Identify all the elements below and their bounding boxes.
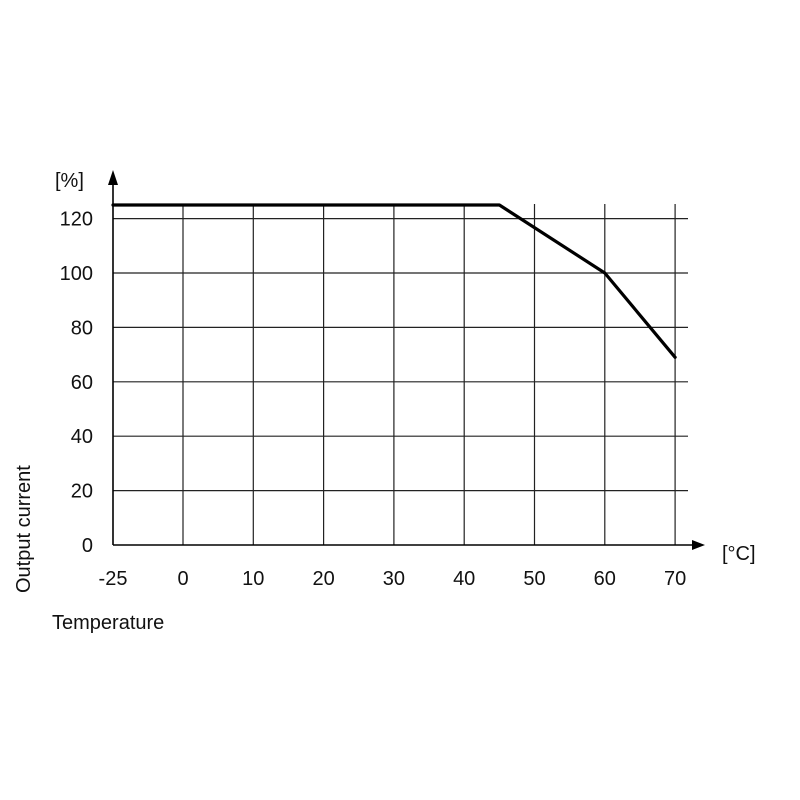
- axes: [108, 170, 705, 550]
- y-tick-label: 20: [71, 481, 93, 503]
- y-tick-label: 100: [60, 263, 93, 285]
- x-axis-arrow-icon: [692, 540, 705, 550]
- x-tick-label: 10: [242, 568, 264, 590]
- y-tick-label: 120: [60, 209, 93, 231]
- y-tick-label: 40: [71, 426, 93, 448]
- series-line: [111, 203, 677, 359]
- x-unit-label: [°C]: [722, 543, 756, 565]
- tick-labels: 0 20 40 60 80 100 120 -25 0 10 20 30 40 50 60 70: [60, 209, 687, 590]
- y-unit-label: [%]: [55, 170, 84, 192]
- y-tick-label: 60: [71, 372, 93, 394]
- y-tick-label: 0: [82, 535, 93, 557]
- series: [111, 203, 677, 359]
- y-axis-title: Output current: [13, 465, 35, 593]
- x-tick-label: 20: [312, 568, 334, 590]
- x-tick-label: -25: [99, 568, 128, 590]
- x-tick-label: 70: [664, 568, 686, 590]
- x-tick-label: 30: [383, 568, 405, 590]
- x-tick-label: 60: [594, 568, 616, 590]
- x-axis-title: Temperature: [52, 612, 164, 634]
- grid-lines: [113, 204, 688, 545]
- y-tick-label: 80: [71, 317, 93, 339]
- x-tick-label: 40: [453, 568, 475, 590]
- x-tick-label: 0: [177, 568, 188, 590]
- y-axis-arrow-icon: [108, 170, 118, 185]
- x-tick-label: 50: [523, 568, 545, 590]
